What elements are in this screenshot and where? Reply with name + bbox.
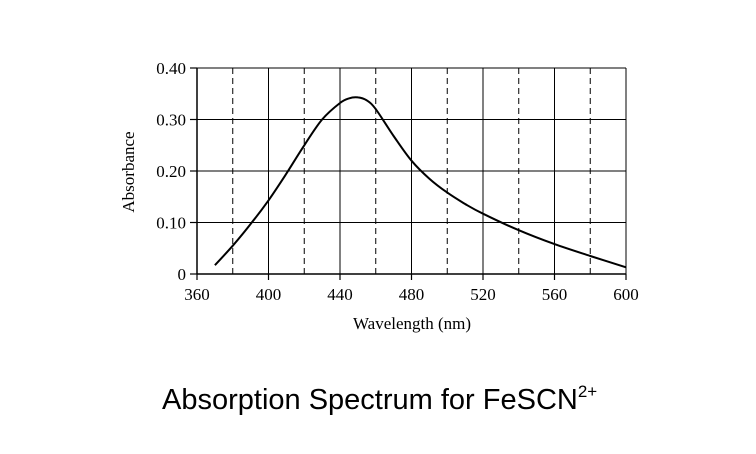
tick-labels: 360 400 440 480 520 560 600 0 0.10 0.20 0.30 0.40	[156, 59, 639, 304]
caption-superscript: 2+	[577, 382, 598, 401]
absorbance-curve	[214, 96, 627, 269]
y-axis-label: Absorbance	[119, 131, 138, 212]
y-tick-label: 0.40	[156, 59, 186, 78]
x-tick-label: 400	[256, 285, 282, 304]
caption-text: Absorption Spectrum for FeSCN	[162, 384, 578, 416]
x-tick-label: 600	[613, 285, 639, 304]
y-tick-label: 0.10	[156, 214, 186, 233]
x-tick-label: 440	[327, 285, 353, 304]
x-tick-label: 480	[399, 285, 425, 304]
x-tick-label: 520	[470, 285, 496, 304]
y-tick-label: 0	[178, 265, 187, 284]
x-tick-label: 560	[542, 285, 568, 304]
chart-caption: Absorption Spectrum for FeSCN2+	[162, 382, 598, 417]
x-tick-label: 360	[184, 285, 210, 304]
axes	[190, 67, 627, 280]
y-tick-label: 0.30	[156, 111, 186, 130]
y-tick-label: 0.20	[156, 162, 186, 181]
series-group	[214, 96, 627, 269]
grid	[197, 67, 627, 274]
x-axis-label: Wavelength (nm)	[353, 314, 471, 333]
